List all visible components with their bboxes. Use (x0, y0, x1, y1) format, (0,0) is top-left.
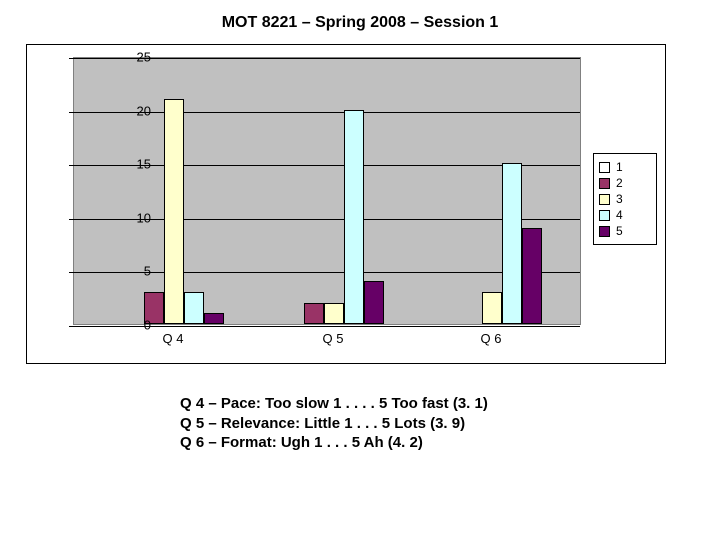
caption-block: Q 4 – Pace: Too slow 1 . . . . 5 Too fas… (180, 394, 488, 453)
chart-container: 1 2 3 4 5 0 5 10 15 20 25 Q 4 Q 5 Q 6 (26, 44, 666, 364)
legend-item-3: 3 (599, 192, 651, 206)
legend-label: 4 (616, 208, 623, 222)
bar-Q4-s3 (164, 99, 184, 324)
legend-swatch (599, 194, 610, 205)
bar-Q5-s2 (304, 303, 324, 324)
caption-line-3: Q 6 – Format: Ugh 1 . . . 5 Ah (4. 2) (180, 433, 488, 453)
legend-label: 5 (616, 224, 623, 238)
legend-swatch (599, 178, 610, 189)
legend-swatch (599, 226, 610, 237)
legend-item-1: 1 (599, 160, 651, 174)
y-axis-label: 20 (121, 103, 151, 118)
legend-label: 3 (616, 192, 623, 206)
y-axis-label: 10 (121, 210, 151, 225)
legend: 1 2 3 4 5 (593, 153, 657, 245)
legend-swatch (599, 210, 610, 221)
y-axis-label: 5 (121, 264, 151, 279)
bar-Q6-s5 (522, 228, 542, 324)
bar-Q4-s4 (184, 292, 204, 324)
x-axis-label: Q 6 (481, 331, 502, 346)
caption-line-1: Q 4 – Pace: Too slow 1 . . . . 5 Too fas… (180, 394, 488, 414)
bar-Q6-s4 (502, 163, 522, 324)
plot-area (73, 57, 581, 325)
legend-item-2: 2 (599, 176, 651, 190)
bar-Q6-s3 (482, 292, 502, 324)
x-axis-label: Q 5 (323, 331, 344, 346)
caption-line-2: Q 5 – Relevance: Little 1 . . . 5 Lots (… (180, 414, 488, 434)
page-title: MOT 8221 – Spring 2008 – Session 1 (0, 14, 720, 32)
x-axis-label: Q 4 (163, 331, 184, 346)
bar-Q5-s5 (364, 281, 384, 324)
legend-item-4: 4 (599, 208, 651, 222)
legend-label: 1 (616, 160, 623, 174)
bar-Q5-s4 (344, 110, 364, 324)
y-axis-label: 0 (121, 318, 151, 333)
legend-item-5: 5 (599, 224, 651, 238)
y-axis-label: 15 (121, 157, 151, 172)
legend-label: 2 (616, 176, 623, 190)
bar-Q5-s3 (324, 303, 344, 324)
bar-Q4-s5 (204, 313, 224, 324)
y-axis-label: 25 (121, 50, 151, 65)
legend-swatch (599, 162, 610, 173)
